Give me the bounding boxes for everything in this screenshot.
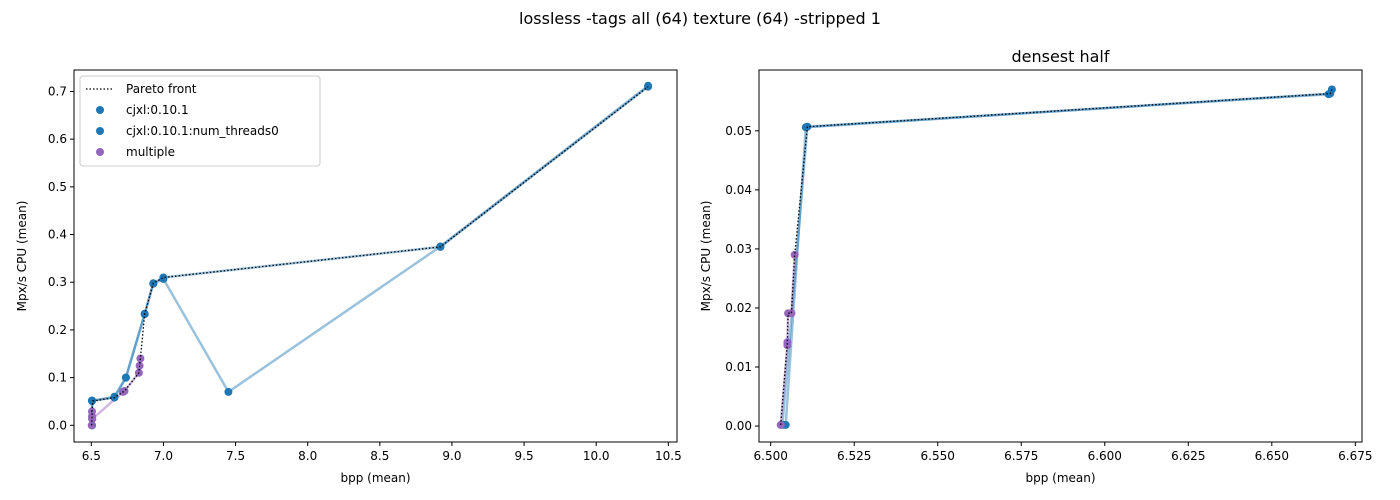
axes-frame [73,69,678,443]
x-tick-label: 6.550 [921,449,955,463]
y-tick-label: 0.00 [725,419,752,433]
legend-label: cjxl:0.10.1:num_threads0 [126,124,279,138]
data-point [787,309,796,318]
x-tick-label: 10.0 [583,449,610,463]
axes-frame [758,69,1363,443]
legend-point-swatch [96,148,104,156]
x-tick-label: 10.5 [655,449,682,463]
figure-suptitle: lossless -tags all (64) texture (64) -st… [519,9,881,28]
data-point [110,392,119,401]
legend-label: cjxl:0.10.1 [126,103,189,117]
x-tick-label: 8.5 [370,449,389,463]
data-point [783,338,792,347]
chart-1: 6.5 7.0 7.5 8.0 8.5 9.0 9.5 10.0 10.5 0.0 0.1 0.2 0.… [15,69,682,485]
y-tick-label: 0.03 [725,242,752,256]
legend-label: Pareto front [126,82,197,96]
x-tick-label: 7.5 [226,449,245,463]
x-tick-label: 9.5 [515,449,534,463]
x-tick-label: 7.0 [154,449,173,463]
series-line-2 [784,89,1334,425]
x-tick-label: 6.675 [1338,449,1372,463]
data-point [790,250,799,259]
y-tick-label: 0.01 [725,360,752,374]
x-axis-label: bpp (mean) [1025,471,1095,485]
data-point [88,397,96,405]
data-point [224,387,233,396]
y-tick-label: 0.4 [48,228,67,242]
x-tick-label: 6.5 [82,449,101,463]
chart-2: densest half 6.500 6.525 6.550 6.575 6.600 6.6… [699,47,1372,485]
y-tick-label: 0.5 [48,180,67,194]
data-point [88,415,97,424]
x-tick-label: 6.600 [1088,449,1122,463]
series-line-1 [781,92,1329,426]
y-tick-label: 0.04 [725,183,752,197]
x-tick-label: 6.575 [1004,449,1038,463]
legend-point-swatch [96,106,104,114]
plot-area [776,85,1336,429]
y-tick-label: 0.7 [48,84,67,98]
data-point [136,354,145,363]
legend-label: multiple [126,145,175,159]
chart-title: densest half [1011,47,1109,66]
legend: Pareto front cjxl:0.10.1 cjxl:0.10.1:num_t… [79,75,321,167]
data-point [644,81,653,90]
pareto-front-line [780,89,1333,425]
legend-box [79,75,321,167]
y-tick-label: 0.6 [48,132,67,146]
y-tick-label: 0.2 [48,323,67,337]
x-tick-label: 6.525 [837,449,871,463]
y-tick-label: 0.0 [48,418,67,432]
data-point [121,373,130,382]
data-point [120,387,129,395]
x-tick-label: 8.0 [298,449,317,463]
data-point [801,123,810,132]
data-point [159,274,168,283]
y-tick-label: 0.05 [725,124,752,138]
x-tick-label: 6.500 [754,449,788,463]
y-axis-label: Mpx/s CPU (mean) [15,201,29,312]
y-tick-label: 0.1 [48,371,67,385]
x-axis-label: bpp (mean) [340,471,410,485]
y-axis-label: Mpx/s CPU (mean) [699,201,713,312]
x-tick-label: 6.625 [1171,449,1205,463]
y-tick-label: 0.02 [725,301,752,315]
y-tick-label: 0.3 [48,275,67,289]
x-tick-label: 6.650 [1255,449,1289,463]
x-tick-label: 9.0 [442,449,461,463]
plot-area [87,81,653,430]
legend-point-swatch [96,127,104,135]
